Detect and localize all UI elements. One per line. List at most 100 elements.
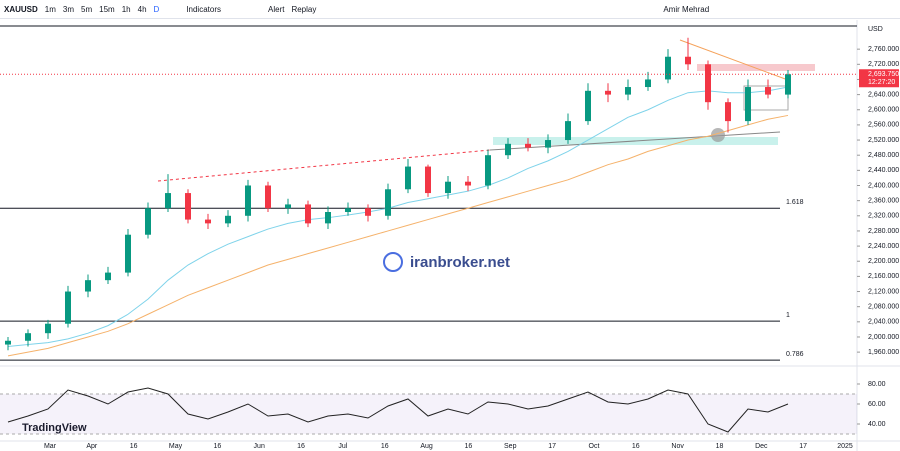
watermark-text: iranbroker.net [410, 254, 510, 271]
candle-body [605, 90, 611, 95]
candle-body [85, 280, 91, 292]
candle-body [545, 140, 551, 148]
alert[interactable]: Alert [268, 4, 285, 14]
candle-body [765, 87, 771, 95]
y-tick-label: 2,640.000 [868, 91, 899, 98]
candle-body [105, 272, 111, 281]
logo: TradingView [22, 422, 87, 434]
y-tick-label: 2,080.000 [868, 304, 899, 311]
candle-body [625, 87, 631, 95]
x-tick-label: Mar [44, 443, 57, 450]
interval[interactable]: D [153, 4, 160, 14]
moving-average [7, 86, 789, 347]
candle-body [485, 155, 491, 186]
x-tick-label: May [169, 443, 183, 450]
x-tick-label: 17 [548, 443, 556, 450]
fib-label: 1.618 [786, 199, 804, 206]
candle-body [705, 64, 711, 103]
x-tick-label: 16 [297, 443, 305, 450]
x-tick-label: Oct [589, 443, 600, 450]
candle-body [305, 204, 311, 224]
price-tag-label: 2,693.750 [868, 71, 899, 78]
candle-body [185, 193, 191, 220]
y-tick-label: 2,120.000 [868, 288, 899, 295]
candle-body [225, 215, 231, 224]
y-tick-label: 2,400.000 [868, 182, 899, 189]
y-tick-label: 2,480.000 [868, 152, 899, 159]
interval[interactable]: 4h [137, 4, 147, 14]
zone [697, 64, 815, 71]
candle-body [365, 208, 371, 216]
y-tick-label: 40.00 [868, 421, 886, 428]
toolbar: XAUUSD 1m 3m 5m 15m 1h 4h D Indicators A… [0, 0, 900, 19]
candle-body [685, 56, 691, 65]
y-tick-label: 2,600.000 [868, 107, 899, 114]
x-tick-label: 16 [632, 443, 640, 450]
symbol[interactable]: XAUUSD [4, 4, 38, 14]
x-tick-label: 16 [130, 443, 138, 450]
candle-body [265, 185, 271, 209]
user[interactable]: Amir Mehrad [663, 4, 710, 14]
x-tick-label: Jun [254, 443, 265, 450]
candle-body [445, 181, 451, 194]
x-tick-label: 16 [381, 443, 389, 450]
y-tick-label: 1,960.000 [868, 349, 899, 356]
x-tick-label: 2025 [837, 443, 853, 450]
logo-icon [383, 252, 403, 272]
x-tick-label: Sep [504, 443, 517, 450]
candle-body [585, 90, 591, 122]
x-tick-label: 18 [716, 443, 724, 450]
candle-body [205, 219, 211, 224]
candle-body [285, 204, 291, 209]
interval[interactable]: 5m [81, 4, 93, 14]
y-tick-label: 2,440.000 [868, 167, 899, 174]
y-tick-label: 2,280.000 [868, 228, 899, 235]
candle-body [785, 74, 791, 95]
y-tick-label: 2,360.000 [868, 197, 899, 204]
x-tick-label: 16 [213, 443, 221, 450]
candle-body [325, 212, 331, 224]
y-tick-label: 60.00 [868, 401, 886, 408]
y-tick-label: 2,240.000 [868, 243, 899, 250]
y-tick-label: 2,040.000 [868, 319, 899, 326]
candle-body [745, 87, 751, 122]
y-tick-label: 2,760.000 [868, 46, 899, 53]
currency: USD [868, 26, 883, 33]
candle-body [525, 143, 531, 148]
fib-label: 0.786 [786, 351, 804, 358]
y-tick-label: 2,160.000 [868, 273, 899, 280]
y-tick-label: 2,200.000 [868, 258, 899, 265]
candle-body [25, 333, 31, 341]
replay[interactable]: Replay [291, 4, 317, 14]
fib-label: 1 [786, 312, 790, 319]
trendline [157, 149, 491, 182]
interval[interactable]: 1m [44, 4, 56, 14]
indicators[interactable]: Indicators [186, 4, 221, 14]
interval[interactable]: 15m [99, 4, 115, 14]
candle-body [505, 143, 511, 156]
y-tick-label: 2,000.000 [868, 334, 899, 341]
trendline [489, 131, 781, 151]
countdown: 12:27:20 [868, 79, 895, 86]
candle-body [565, 121, 571, 141]
candle-body [665, 56, 671, 80]
rsi-line [7, 387, 789, 433]
trendline [679, 39, 789, 81]
x-tick-label: 16 [465, 443, 473, 450]
candle-body [725, 102, 731, 122]
y-tick-label: 2,720.000 [868, 61, 899, 68]
interval[interactable]: 1h [121, 4, 131, 14]
x-tick-label: 17 [799, 443, 807, 450]
y-tick-label: 2,520.000 [868, 137, 899, 144]
candle-body [165, 193, 171, 209]
candle-body [65, 291, 71, 324]
y-tick-label: 2,560.000 [868, 122, 899, 129]
candle-body [5, 340, 11, 345]
marker [711, 128, 725, 142]
interval[interactable]: 3m [62, 4, 75, 14]
candle-body [465, 181, 471, 186]
moving-average [7, 114, 789, 357]
candle-body [425, 166, 431, 194]
